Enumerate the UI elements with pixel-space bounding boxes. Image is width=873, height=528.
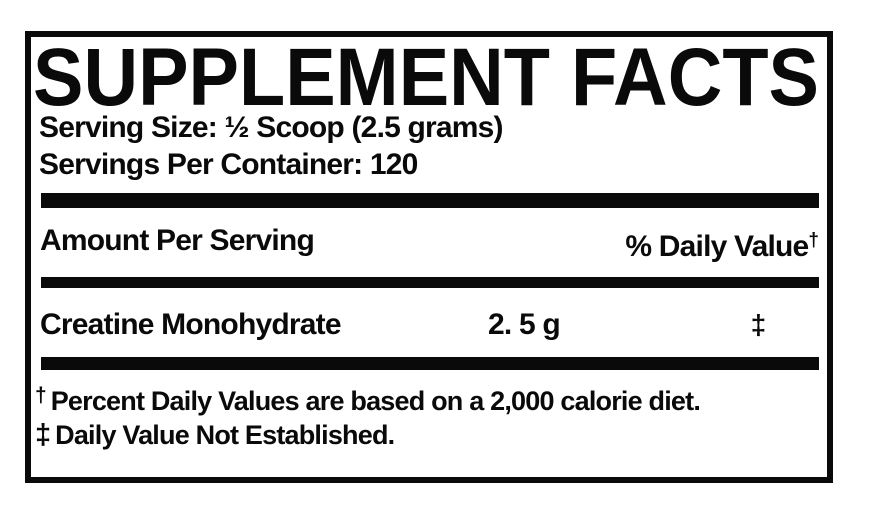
nutrient-name: Creatine Monohydrate bbox=[40, 308, 342, 341]
nutrient-row-creatine: Creatine Monohydrate 2. 5 g ‡ bbox=[31, 305, 827, 345]
column-header-row: Amount Per Serving % Daily Value† bbox=[40, 223, 819, 265]
footnote-daily-values-text: Percent Daily Values are based on a 2,00… bbox=[50, 386, 701, 416]
dagger-symbol: † bbox=[35, 384, 47, 407]
divider-bar-bottom bbox=[41, 357, 819, 370]
double-dagger-symbol: ‡ bbox=[35, 419, 52, 451]
label-title-text: SUPPLEMENT FACTS bbox=[33, 43, 819, 113]
label-title: SUPPLEMENT FACTS bbox=[33, 43, 819, 113]
footnote-not-established: ‡ Daily Value Not Established. bbox=[35, 418, 395, 452]
daily-value-dagger: † bbox=[808, 230, 819, 251]
divider-bar-middle bbox=[41, 277, 819, 288]
nutrient-daily-value-symbol: ‡ bbox=[750, 309, 767, 340]
daily-value-header: % Daily Value† bbox=[625, 223, 819, 265]
nutrient-amount: 2. 5 g bbox=[488, 308, 561, 341]
footnote-daily-values: † Percent Daily Values are based on a 2,0… bbox=[35, 379, 701, 418]
label-border-box: SUPPLEMENT FACTS Serving Size: ½ Scoop (… bbox=[25, 31, 833, 483]
divider-bar-thick-top bbox=[41, 193, 819, 208]
daily-value-header-text: % Daily Value bbox=[625, 230, 809, 263]
amount-per-serving-header: Amount Per Serving bbox=[40, 224, 315, 257]
footnote-not-established-text: Daily Value Not Established. bbox=[55, 420, 395, 450]
servings-per-container-text: Servings Per Container: 120 bbox=[39, 148, 418, 181]
serving-size-text: Serving Size: ½ Scoop (2.5 grams) bbox=[39, 111, 504, 144]
